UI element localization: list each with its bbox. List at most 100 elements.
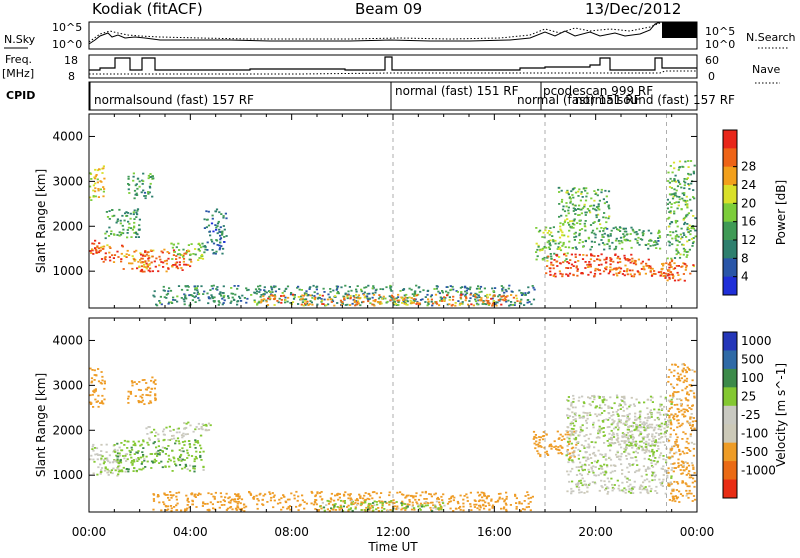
heatmap-cell — [584, 267, 587, 269]
heatmap-cell — [669, 165, 672, 167]
heatmap-cell — [134, 193, 137, 196]
heatmap-cell — [360, 509, 363, 511]
heatmap-cell — [572, 394, 575, 397]
heatmap-cell — [411, 495, 414, 498]
heatmap-cell — [662, 478, 665, 481]
heatmap-cell — [202, 424, 205, 427]
heatmap-cell — [175, 246, 178, 249]
heatmap-cell — [412, 496, 415, 499]
heatmap-cell — [133, 460, 136, 463]
heatmap-cell — [566, 190, 569, 193]
heatmap-cell — [597, 188, 600, 191]
heatmap-cell — [590, 231, 593, 234]
heatmap-cell — [631, 228, 634, 231]
heatmap-cell — [145, 455, 148, 458]
heatmap-cell — [633, 273, 636, 276]
colorbar-swatch — [723, 479, 737, 499]
heatmap-cell — [655, 432, 658, 434]
heatmap-cell — [488, 302, 491, 305]
heatmap-cell — [552, 275, 555, 277]
heatmap-cell — [289, 302, 292, 304]
heatmap-cell — [180, 288, 184, 291]
heatmap-cell — [385, 286, 388, 289]
heatmap-cell — [448, 299, 451, 301]
heatmap-cell — [628, 434, 631, 437]
heatmap-cell — [536, 248, 539, 251]
heatmap-cell — [291, 301, 295, 303]
heatmap-cell — [166, 251, 169, 253]
heatmap-cell — [414, 298, 417, 301]
heatmap-cell — [617, 426, 621, 429]
heatmap-cell — [681, 438, 684, 440]
heatmap-cell — [160, 460, 163, 463]
heatmap-cell — [215, 288, 218, 290]
heatmap-cell — [686, 421, 689, 424]
heatmap-cell — [625, 436, 628, 439]
heatmap-cell — [574, 191, 578, 194]
heatmap-cell — [236, 502, 239, 505]
heatmap-cell — [681, 192, 684, 195]
heatmap-cell — [146, 460, 149, 463]
heatmap-cell — [666, 198, 669, 201]
cpid-label-4: normalsound (fast) 157 RF — [575, 93, 735, 107]
heatmap-cell — [692, 477, 695, 480]
heatmap-cell — [408, 499, 411, 501]
heatmap-cell — [175, 498, 178, 501]
heatmap-cell — [127, 226, 130, 229]
heatmap-cell — [188, 469, 192, 472]
heatmap-cell — [598, 430, 601, 432]
heatmap-cell — [278, 498, 281, 501]
heatmap-cell — [631, 436, 635, 438]
heatmap-cell — [316, 491, 319, 494]
heatmap-cell — [318, 492, 322, 494]
heatmap-cell — [612, 413, 615, 416]
heatmap-cell — [635, 398, 638, 401]
heatmap-cell — [337, 492, 340, 495]
heatmap-cell — [607, 217, 610, 220]
heatmap-cell — [669, 483, 672, 486]
heatmap-cell — [180, 450, 183, 452]
heatmap-cell — [633, 422, 636, 424]
heatmap-cell — [609, 471, 612, 474]
heatmap-cell — [529, 509, 532, 512]
heatmap-cell — [355, 504, 359, 506]
heatmap-cell — [117, 461, 120, 464]
heatmap-cell — [293, 494, 296, 497]
heatmap-cell — [465, 289, 468, 292]
heatmap-cell — [556, 248, 559, 250]
heatmap-cell — [628, 444, 631, 447]
heatmap-cell — [587, 396, 590, 399]
heatmap-cell — [170, 438, 173, 440]
heatmap-cell — [677, 201, 680, 204]
heatmap-cell — [434, 505, 437, 508]
heatmap-cell — [147, 192, 150, 195]
heatmap-cell — [667, 240, 670, 243]
heatmap-cell — [667, 419, 670, 422]
cpid-label-3: pcodescan 999 RF — [543, 84, 653, 98]
heatmap-cell — [195, 506, 198, 508]
heatmap-cell — [425, 498, 428, 500]
heatmap-cell — [184, 427, 188, 429]
heatmap-cell — [211, 287, 214, 290]
heatmap-cell — [445, 290, 448, 293]
heatmap-cell — [559, 241, 562, 244]
heatmap-cell — [203, 245, 207, 247]
heatmap-cell — [593, 199, 596, 202]
heatmap-cell — [548, 246, 551, 249]
colorbar-swatch — [723, 148, 737, 168]
heatmap-cell — [151, 270, 154, 273]
heatmap-cell — [581, 207, 585, 210]
heatmap-cell — [333, 506, 336, 509]
heatmap-cell — [388, 494, 391, 497]
heatmap-cell — [504, 288, 507, 291]
heatmap-cell — [671, 488, 674, 491]
heatmap-cell — [674, 441, 677, 443]
heatmap-cell — [629, 435, 632, 437]
heatmap-cell — [200, 427, 203, 430]
heatmap-cell — [572, 400, 575, 403]
heatmap-cell — [671, 447, 674, 450]
heatmap-cell — [670, 403, 673, 405]
heatmap-cell — [617, 255, 620, 258]
heatmap-cell — [188, 440, 191, 442]
